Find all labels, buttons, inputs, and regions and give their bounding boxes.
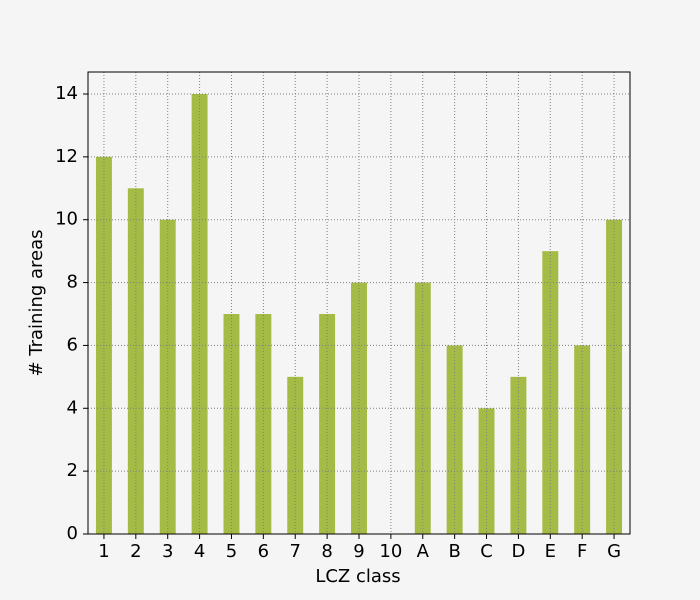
plot-frame: [87, 71, 631, 535]
y-tick-label: 4: [67, 397, 78, 418]
y-tick-label: 2: [67, 460, 78, 481]
x-tick-label: D: [511, 541, 525, 562]
x-tick-label: 9: [353, 541, 364, 562]
y-tick-label: 6: [67, 334, 78, 355]
bar: [510, 376, 527, 534]
bar: [542, 251, 559, 534]
bar: [191, 94, 208, 534]
x-tick-label: A: [417, 541, 430, 562]
x-tick-label: 5: [226, 541, 237, 562]
x-tick-label: 4: [194, 541, 205, 562]
bar: [574, 345, 591, 534]
x-tick-label: 10: [379, 541, 402, 562]
y-tick-label: 10: [55, 209, 78, 230]
x-tick-label: 1: [98, 541, 109, 562]
y-tick-label: 0: [67, 523, 78, 544]
x-tick-label: 3: [162, 541, 173, 562]
x-tick-label: 8: [321, 541, 332, 562]
bar: [159, 219, 176, 534]
x-axis-label: LCZ class: [315, 566, 400, 587]
x-tick-label: G: [607, 541, 621, 562]
x-tick-label: C: [480, 541, 493, 562]
x-tick-label: 6: [258, 541, 269, 562]
x-tick-label: 2: [130, 541, 141, 562]
x-tick-label: F: [577, 541, 587, 562]
bar: [446, 345, 463, 534]
y-tick-label: 14: [55, 83, 78, 104]
y-axis-label: # Training areas: [26, 229, 47, 376]
y-tick-label: 12: [55, 146, 78, 167]
bar: [127, 188, 144, 535]
x-tick-label: B: [448, 541, 460, 562]
x-tick-label: E: [545, 541, 556, 562]
bar: [606, 219, 623, 534]
bar: [287, 376, 304, 534]
y-tick-label: 8: [67, 272, 78, 293]
x-tick-label: 7: [290, 541, 301, 562]
